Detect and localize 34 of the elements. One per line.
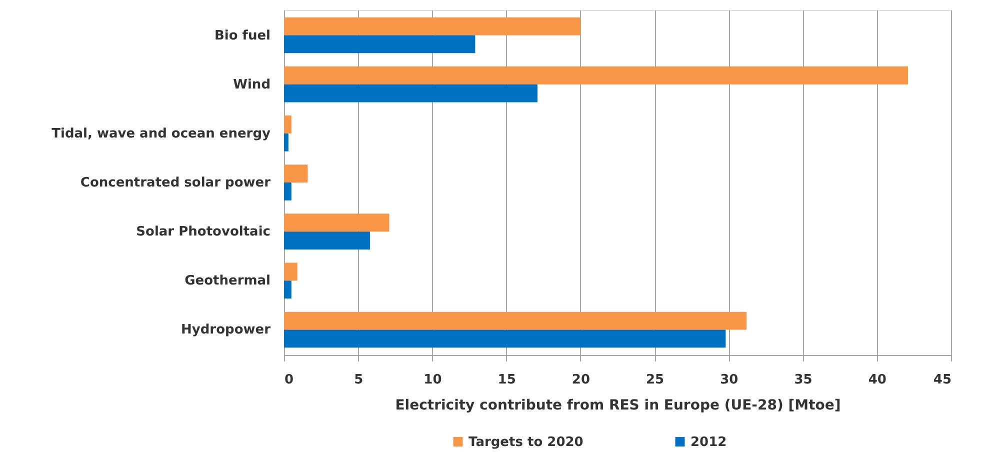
bar	[284, 116, 292, 134]
legend-label: 2012	[690, 434, 727, 450]
y-tick-label: Concentrated solar power	[80, 176, 272, 190]
x-tick-label: 45	[933, 372, 952, 388]
x-axis-title: Electricity contribute from RES in Europe (UE-28) [Mtoe]	[395, 398, 841, 414]
bar	[284, 66, 908, 84]
bar	[284, 312, 746, 330]
y-tick-label: Solar Photovoltaic	[136, 224, 270, 240]
y-tick-label: Tidal, wave and ocean energy	[52, 126, 272, 142]
bar	[284, 232, 370, 250]
y-tick-label: Geothermal	[184, 274, 270, 289]
x-tick-label: 5	[354, 372, 364, 388]
y-tick-label: Wind	[233, 77, 270, 92]
y-tick-label: Hydropower	[181, 322, 272, 338]
x-tick-label: 25	[646, 372, 664, 388]
bar	[284, 35, 476, 54]
bar	[284, 330, 726, 348]
x-tick-label: 0	[284, 372, 294, 388]
bar	[284, 280, 292, 299]
bar	[284, 17, 580, 36]
x-tick-label: 30	[720, 372, 738, 388]
x-tick-label: 20	[572, 372, 590, 388]
bar	[284, 84, 538, 102]
x-tick-label: 40	[868, 372, 886, 388]
bar	[284, 164, 308, 182]
x-tick-label: 35	[794, 372, 812, 388]
bar	[284, 182, 292, 200]
legend-label: Targets to 2020	[468, 434, 584, 450]
x-tick-label: 15	[498, 372, 516, 388]
bar	[284, 133, 288, 152]
x-tick-label: 10	[424, 372, 442, 388]
bar	[284, 262, 298, 281]
y-tick-label: Bio fuel	[214, 28, 270, 44]
bar	[284, 214, 390, 232]
